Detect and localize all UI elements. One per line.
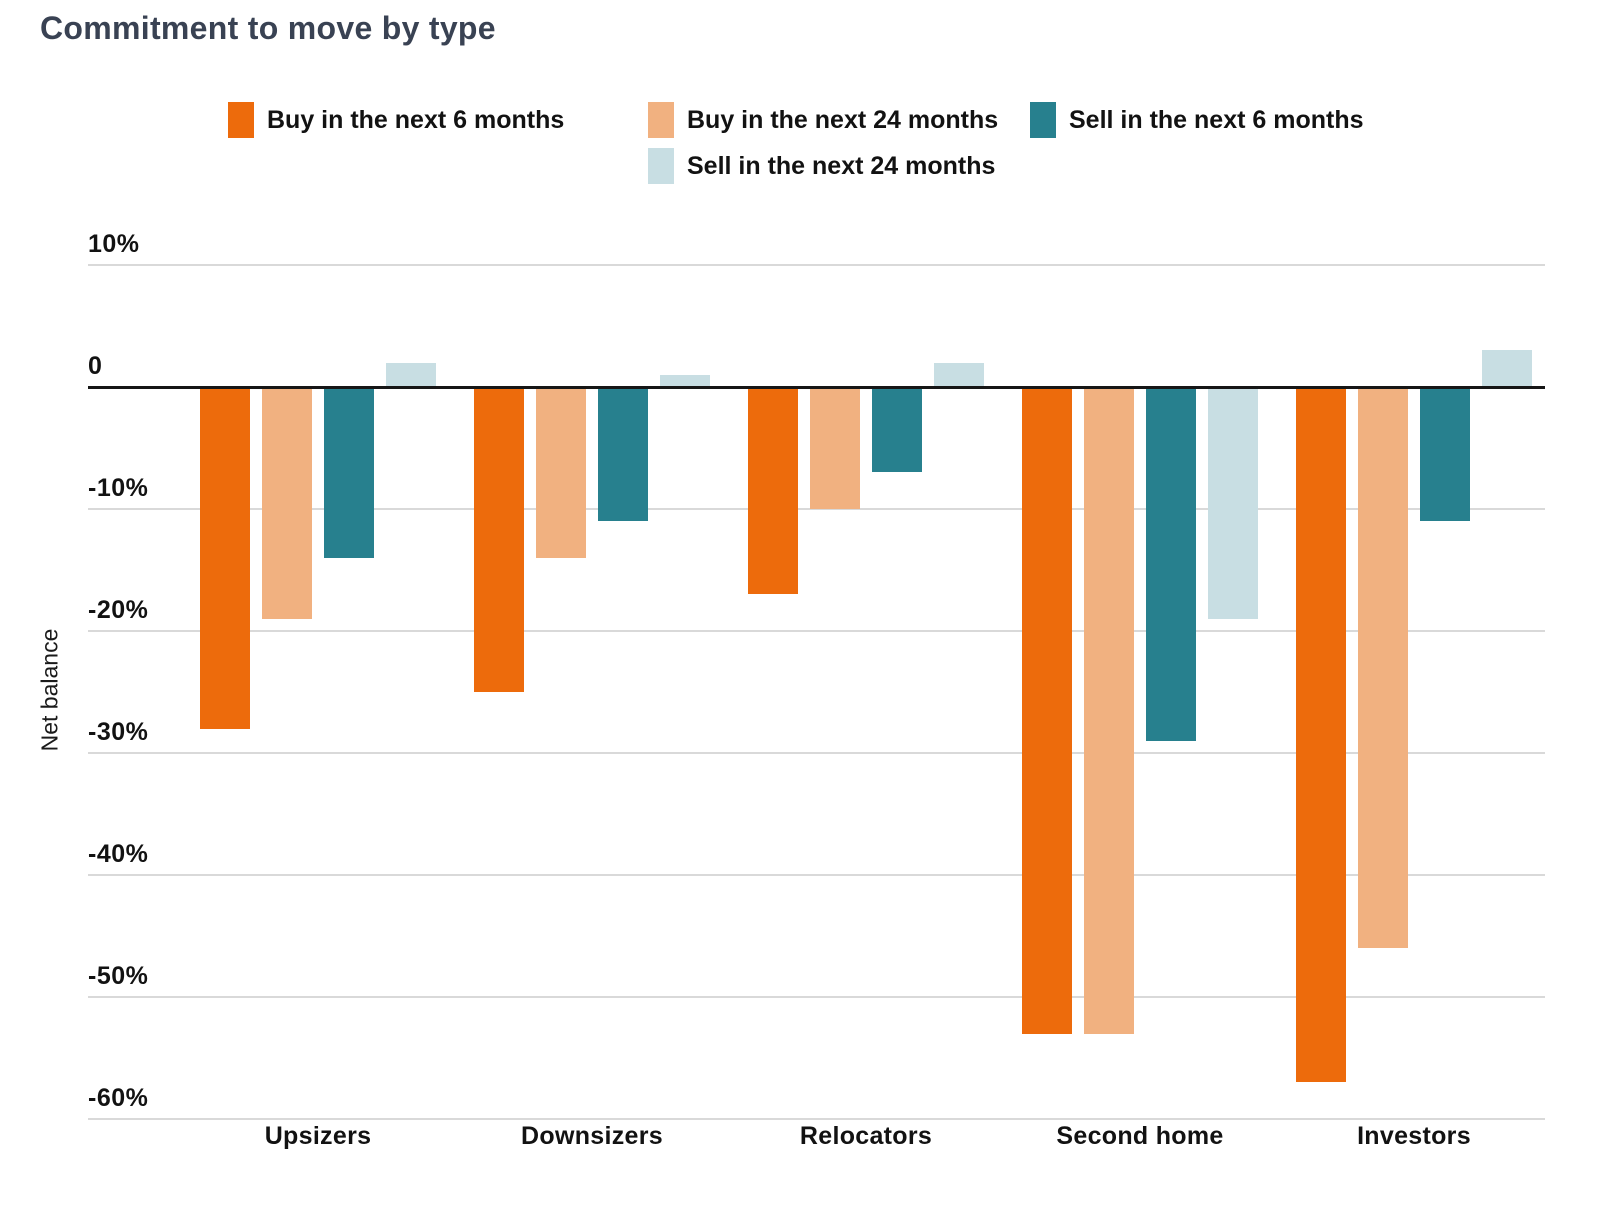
bar-downsizers-sell-in-the-next-24-months — [660, 374, 710, 387]
legend-swatch-sell-in-the-next-24-months — [648, 148, 674, 184]
bar-investors-buy-in-the-next-6-months — [1296, 387, 1346, 1083]
gridline--50 — [88, 996, 1545, 998]
bar-second-home-buy-in-the-next-24-months — [1084, 387, 1134, 1034]
y-tick-label-0: 0 — [88, 352, 103, 380]
bar-investors-sell-in-the-next-24-months — [1482, 350, 1532, 387]
bar-second-home-buy-in-the-next-6-months — [1022, 387, 1072, 1034]
legend-label: Sell in the next 6 months — [1069, 105, 1364, 134]
bar-relocators-sell-in-the-next-6-months — [872, 387, 922, 473]
gridline--10 — [88, 508, 1545, 510]
category-label-downsizers: Downsizers — [521, 1122, 663, 1150]
bar-downsizers-sell-in-the-next-6-months — [598, 387, 648, 522]
bar-upsizers-buy-in-the-next-24-months — [262, 387, 312, 619]
y-axis-label: Net balance — [36, 628, 63, 752]
gridline--40 — [88, 874, 1545, 876]
legend-label: Buy in the next 24 months — [687, 105, 999, 134]
legend-label: Sell in the next 24 months — [687, 151, 996, 180]
gridline-10 — [88, 264, 1545, 266]
category-label-investors: Investors — [1357, 1122, 1471, 1150]
gridline--30 — [88, 752, 1545, 754]
legend-item-buy-in-the-next-6-months: Buy in the next 6 months — [228, 100, 564, 140]
legend-swatch-buy-in-the-next-6-months — [228, 102, 254, 138]
chart-title: Commitment to move by type — [40, 10, 496, 46]
y-tick-label-10: 10% — [88, 230, 140, 258]
legend-item-buy-in-the-next-24-months: Buy in the next 24 months — [648, 100, 998, 140]
legend-swatch-buy-in-the-next-24-months — [648, 102, 674, 138]
bar-relocators-buy-in-the-next-24-months — [810, 387, 860, 509]
legend-item-sell-in-the-next-6-months: Sell in the next 6 months — [1030, 100, 1364, 140]
bar-second-home-sell-in-the-next-24-months — [1208, 387, 1258, 619]
gridline--60 — [88, 1118, 1545, 1120]
legend-label: Buy in the next 6 months — [267, 105, 565, 134]
category-label-relocators: Relocators — [799, 1122, 933, 1150]
category-label-second-home: Second home — [1056, 1122, 1224, 1150]
legend-item-sell-in-the-next-24-months: Sell in the next 24 months — [648, 146, 995, 186]
bar-second-home-sell-in-the-next-6-months — [1146, 387, 1196, 741]
y-tick-label--20: -20% — [88, 596, 149, 624]
bar-upsizers-buy-in-the-next-6-months — [200, 387, 250, 729]
zero-axis-line — [88, 385, 1545, 389]
bar-downsizers-buy-in-the-next-24-months — [536, 387, 586, 558]
gridline--20 — [88, 630, 1545, 632]
legend-swatch-sell-in-the-next-6-months — [1030, 102, 1056, 138]
bar-upsizers-sell-in-the-next-24-months — [386, 362, 436, 387]
bar-investors-sell-in-the-next-6-months — [1420, 387, 1470, 522]
bar-downsizers-buy-in-the-next-6-months — [474, 387, 524, 692]
bar-upsizers-sell-in-the-next-6-months — [324, 387, 374, 558]
y-tick-label--40: -40% — [88, 840, 149, 868]
y-tick-label--60: -60% — [88, 1084, 149, 1112]
category-label-upsizers: Upsizers — [264, 1122, 372, 1150]
bar-relocators-buy-in-the-next-6-months — [748, 387, 798, 595]
y-tick-label--10: -10% — [88, 474, 149, 502]
y-tick-label--30: -30% — [88, 718, 149, 746]
bar-investors-buy-in-the-next-24-months — [1358, 387, 1408, 949]
y-tick-label--50: -50% — [88, 962, 149, 990]
bar-relocators-sell-in-the-next-24-months — [934, 362, 984, 387]
